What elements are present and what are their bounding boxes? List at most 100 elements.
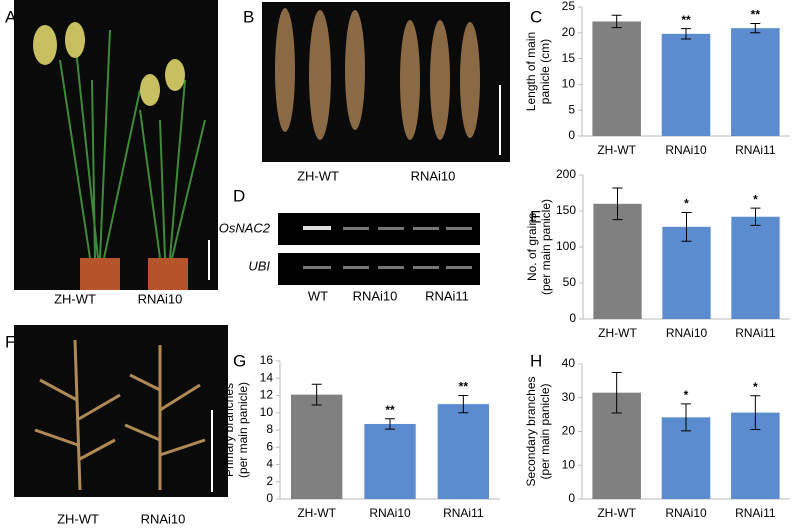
error-bar bbox=[681, 28, 691, 40]
x-tick-label: RNAi11 bbox=[735, 326, 776, 340]
photo-label: ZH-WT bbox=[57, 511, 99, 526]
y-tick-label: 150 bbox=[556, 203, 576, 217]
y-tick-label: 8 bbox=[266, 422, 273, 436]
y-axis-label: Secondary branches bbox=[524, 376, 538, 486]
gene-label: OsNAC2 bbox=[219, 220, 271, 235]
panicle-drawing bbox=[275, 8, 480, 140]
y-tick-label: 20 bbox=[562, 25, 576, 39]
photo-f bbox=[14, 325, 228, 497]
bar bbox=[731, 28, 780, 137]
lane-label: RNAi10 bbox=[353, 288, 398, 303]
photo-label: RNAi10 bbox=[141, 511, 186, 526]
x-tick-label: RNAi10 bbox=[666, 326, 708, 340]
error-bar bbox=[385, 418, 395, 430]
y-tick-label: 0 bbox=[569, 311, 576, 325]
x-tick-label: ZH-WT bbox=[598, 326, 637, 340]
panel-letter: D bbox=[233, 186, 245, 205]
y-tick-label: 4 bbox=[266, 457, 273, 471]
significance: * bbox=[684, 197, 689, 211]
y-axis-label: (per main panicle) bbox=[539, 199, 553, 295]
error-bar bbox=[750, 207, 761, 226]
panel-letter: A bbox=[5, 7, 17, 26]
y-tick-label: 12 bbox=[260, 388, 274, 402]
x-tick-label: RNAi10 bbox=[369, 506, 411, 520]
y-tick-label: 0 bbox=[266, 491, 273, 505]
y-tick-label: 10 bbox=[562, 457, 576, 471]
panel-letter: B bbox=[243, 7, 254, 26]
y-tick-label: 0 bbox=[568, 128, 575, 142]
error-bar bbox=[612, 187, 623, 221]
y-tick-label: 40 bbox=[562, 356, 576, 370]
error-bar bbox=[458, 395, 469, 414]
x-tick-label: RNAi11 bbox=[735, 143, 776, 157]
y-tick-label: 16 bbox=[260, 353, 274, 367]
panel-letter: F bbox=[5, 332, 15, 351]
significance: * bbox=[753, 380, 758, 394]
pot bbox=[80, 258, 120, 290]
x-tick-label: ZH-WT bbox=[297, 506, 336, 520]
y-axis-label: No. of grains bbox=[525, 213, 539, 281]
bar bbox=[593, 203, 642, 319]
error-bar bbox=[750, 23, 761, 34]
y-tick-label: 10 bbox=[562, 77, 576, 91]
x-tick-label: RNAi11 bbox=[735, 506, 776, 520]
x-tick-label: ZH-WT bbox=[597, 143, 636, 157]
error-bar bbox=[681, 403, 691, 432]
pot bbox=[148, 258, 188, 290]
significance: ** bbox=[459, 380, 469, 394]
x-tick-label: RNAi11 bbox=[443, 506, 484, 520]
bar bbox=[661, 33, 711, 136]
error-bar bbox=[311, 383, 322, 406]
lane-label: WT bbox=[308, 288, 328, 303]
panel-letter: G bbox=[233, 351, 246, 370]
bar bbox=[592, 21, 641, 137]
significance: * bbox=[753, 192, 758, 206]
y-axis-label: Length of main bbox=[524, 32, 538, 111]
y-tick-label: 2 bbox=[266, 474, 273, 488]
y-axis-label: Primary branches bbox=[222, 383, 236, 477]
bar bbox=[731, 216, 780, 319]
y-tick-label: 14 bbox=[260, 370, 274, 384]
bar bbox=[662, 226, 711, 319]
photo-label: RNAi10 bbox=[138, 291, 183, 306]
error-bar bbox=[611, 14, 622, 29]
photo-label: RNAi10 bbox=[411, 168, 456, 183]
y-axis-label: (per main panicle) bbox=[236, 382, 250, 478]
gene-label: UBI bbox=[248, 258, 270, 273]
plant-drawing bbox=[59, 29, 206, 259]
x-tick-label: ZH-WT bbox=[597, 506, 636, 520]
y-tick-label: 5 bbox=[568, 102, 575, 116]
x-tick-label: RNAi10 bbox=[665, 506, 707, 520]
y-tick-label: 25 bbox=[562, 0, 576, 13]
significance: ** bbox=[751, 8, 761, 22]
gel-bands bbox=[303, 226, 472, 269]
panel-letter: E bbox=[530, 207, 541, 226]
error-bar bbox=[750, 395, 761, 430]
panel-letter: C bbox=[530, 7, 542, 26]
y-tick-label: 15 bbox=[562, 51, 576, 65]
bar bbox=[364, 423, 416, 499]
bar bbox=[291, 394, 343, 499]
error-bar bbox=[681, 211, 692, 242]
y-tick-label: 200 bbox=[556, 167, 576, 181]
error-bar bbox=[611, 371, 622, 414]
photo-label: ZH-WT bbox=[297, 168, 339, 183]
panicle-drawing bbox=[34, 339, 206, 491]
lane-label: RNAi11 bbox=[425, 288, 469, 303]
y-tick-label: 50 bbox=[563, 275, 577, 289]
y-tick-label: 0 bbox=[568, 491, 575, 505]
significance: ** bbox=[681, 13, 691, 27]
photo-label: ZH-WT bbox=[54, 291, 96, 306]
y-tick-label: 20 bbox=[562, 424, 576, 438]
significance: * bbox=[684, 388, 689, 402]
bar bbox=[437, 404, 489, 499]
panicle-drawing bbox=[33, 22, 185, 106]
x-tick-label: RNAi10 bbox=[665, 143, 707, 157]
y-axis-label: panicle (cm) bbox=[538, 39, 552, 104]
panel-letter: H bbox=[530, 351, 542, 370]
y-tick-label: 30 bbox=[562, 390, 576, 404]
y-tick-label: 6 bbox=[266, 439, 273, 453]
y-tick-label: 10 bbox=[260, 405, 274, 419]
y-tick-label: 100 bbox=[556, 239, 576, 253]
